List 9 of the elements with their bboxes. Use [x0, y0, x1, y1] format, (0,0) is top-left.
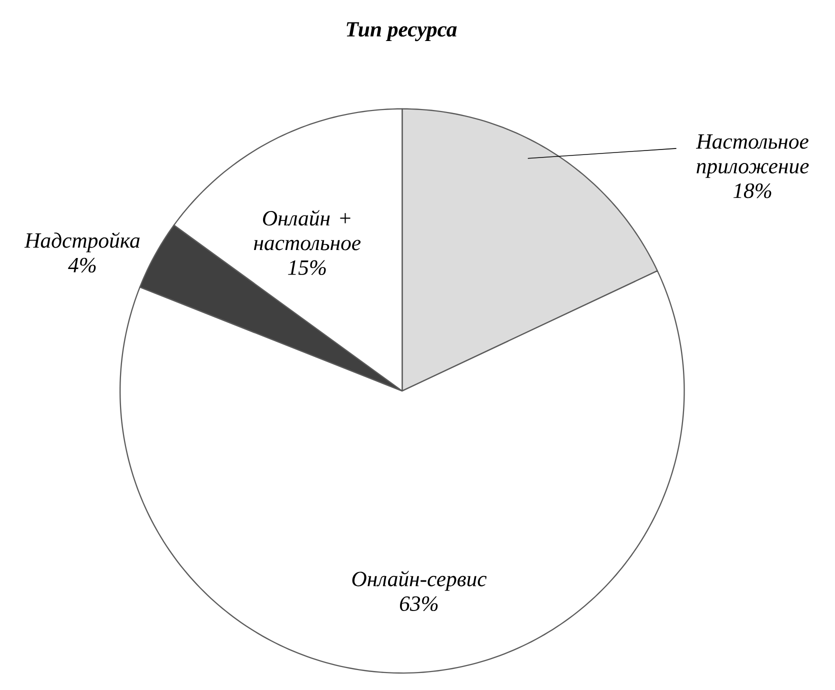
chart-title: Тип ресурса [346, 22, 457, 42]
slice-label: Надстройка [24, 232, 140, 252]
data-label: 18% [733, 184, 772, 198]
slice-label: Онлайн-сервис [352, 570, 487, 591]
data-label: 15% [288, 260, 326, 276]
data-label: 63% [400, 596, 438, 612]
data-label: 4% [68, 258, 96, 273]
slice-label: Настольное приложение [696, 134, 809, 178]
slice-label: Онлайн + настольное [254, 210, 361, 250]
